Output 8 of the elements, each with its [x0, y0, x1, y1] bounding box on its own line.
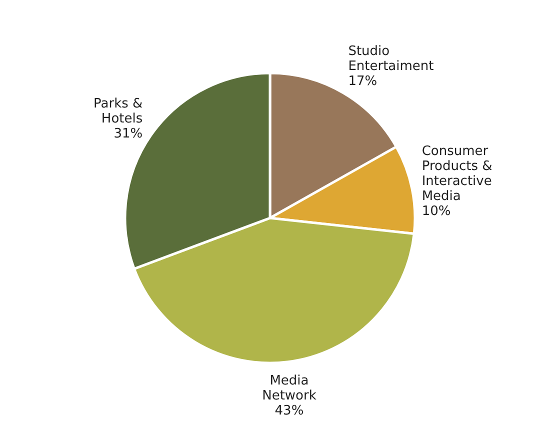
- data-label: 43%: [274, 404, 304, 419]
- data-label: 10%: [422, 204, 451, 219]
- data-label: 17%: [348, 74, 378, 90]
- slice-label: Parks & Hotels: [94, 96, 143, 126]
- slice-label: Consumer Products & Interactive Media: [422, 144, 492, 204]
- slice-label: Media Network: [262, 374, 317, 404]
- data-label: 31%: [114, 126, 143, 142]
- slice-label: Studio Entertaiment: [348, 44, 434, 74]
